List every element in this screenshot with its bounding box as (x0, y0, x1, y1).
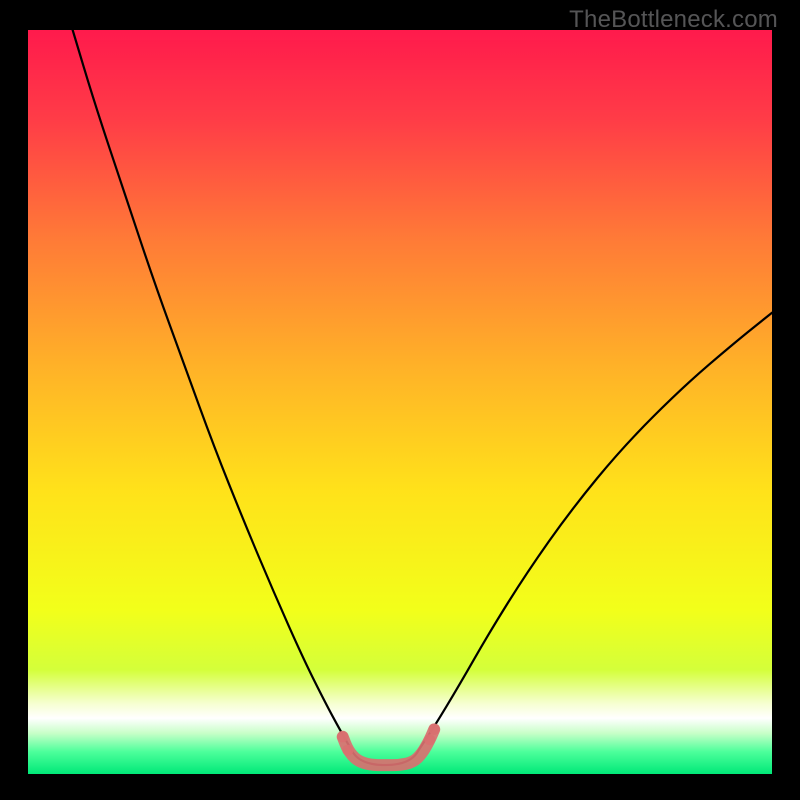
valley-marker-dot (342, 745, 353, 756)
gradient-background (28, 30, 772, 774)
valley-marker-dot (424, 734, 435, 745)
watermark-text: TheBottleneck.com (569, 6, 778, 34)
valley-marker-dot (337, 731, 348, 742)
valley-marker-dot (429, 724, 440, 735)
bottleneck-curve-chart (0, 0, 800, 800)
chart-container: TheBottleneck.com (0, 0, 800, 800)
